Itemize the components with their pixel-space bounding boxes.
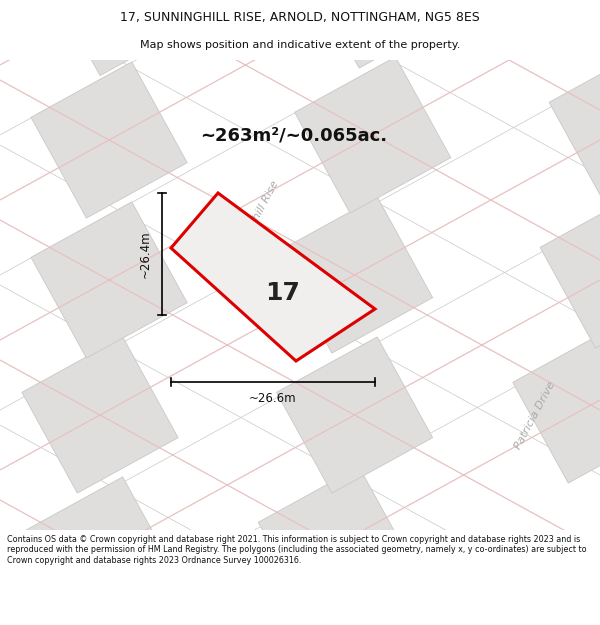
Text: Sunninghill Rise: Sunninghill Rise <box>230 179 280 261</box>
Polygon shape <box>171 193 375 361</box>
Text: ~26.4m: ~26.4m <box>139 230 152 278</box>
Polygon shape <box>22 337 178 493</box>
Polygon shape <box>549 47 600 203</box>
Polygon shape <box>44 0 201 76</box>
Text: 17: 17 <box>266 281 301 305</box>
Polygon shape <box>304 0 460 68</box>
Polygon shape <box>540 192 600 348</box>
Text: Patricia Drive: Patricia Drive <box>513 379 557 451</box>
Polygon shape <box>277 197 433 353</box>
Text: 17, SUNNINGHILL RISE, ARNOLD, NOTTINGHAM, NG5 8ES: 17, SUNNINGHILL RISE, ARNOLD, NOTTINGHAM… <box>120 11 480 24</box>
Polygon shape <box>31 62 187 218</box>
Polygon shape <box>295 57 451 213</box>
Polygon shape <box>31 202 187 358</box>
Text: ~263m²/~0.065ac.: ~263m²/~0.065ac. <box>200 127 387 145</box>
Polygon shape <box>258 467 415 623</box>
Polygon shape <box>277 337 433 493</box>
Polygon shape <box>22 477 178 625</box>
Text: Contains OS data © Crown copyright and database right 2021. This information is : Contains OS data © Crown copyright and d… <box>7 535 587 564</box>
Polygon shape <box>513 327 600 483</box>
Text: Map shows position and indicative extent of the property.: Map shows position and indicative extent… <box>140 40 460 50</box>
Text: ~26.6m: ~26.6m <box>249 392 297 405</box>
